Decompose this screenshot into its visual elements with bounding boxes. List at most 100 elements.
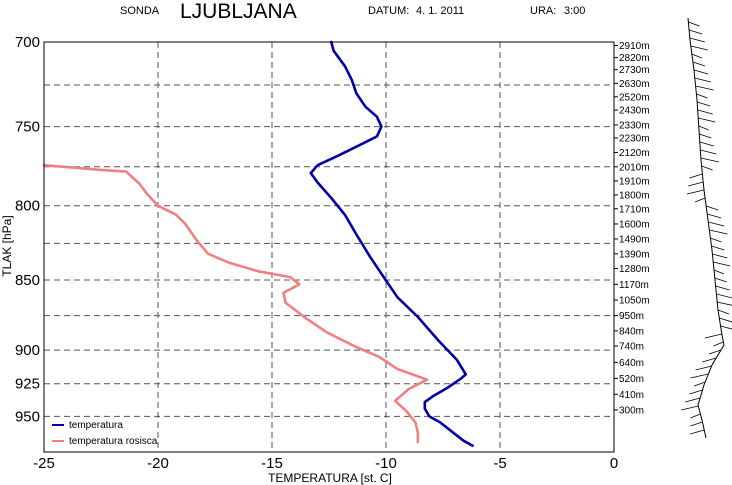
wind-barb <box>694 381 706 387</box>
wind-barb <box>714 277 727 283</box>
wind-barb <box>708 349 722 355</box>
wind-barb <box>689 389 703 395</box>
x-tick-label: -15 <box>261 455 283 472</box>
wind-barb <box>695 365 712 371</box>
x-axis-label: TEMPERATURA [st. C] <box>268 471 392 485</box>
header-label: SONDA <box>120 5 160 17</box>
wind-barb <box>717 309 730 315</box>
wind-barb <box>701 165 713 171</box>
altitude-label: 520m <box>619 374 644 385</box>
y-tick-label: 925 <box>15 376 40 393</box>
wind-barb <box>694 77 711 83</box>
altitude-label: 1710m <box>619 204 650 215</box>
wind-barb <box>693 69 709 75</box>
altitude-label: 1800m <box>619 190 650 201</box>
dewpoint-line <box>42 163 429 444</box>
y-tick-label: 850 <box>15 272 40 289</box>
wind-barb <box>694 197 706 203</box>
wind-barb <box>720 325 732 330</box>
wind-barb <box>691 53 703 59</box>
wind-barb <box>690 429 705 435</box>
time-label: URA: <box>530 5 556 17</box>
wind-barb <box>706 205 719 211</box>
y-axis-label: TLAK [hPa] <box>0 215 14 276</box>
altitude-label: 840m <box>619 326 644 337</box>
x-tick-label: 0 <box>610 455 618 472</box>
altitude-label: 2230m <box>619 133 650 144</box>
altitude-label: 2430m <box>619 106 650 117</box>
y-tick-label: 700 <box>15 34 40 51</box>
y-tick-label: 800 <box>15 198 40 215</box>
x-tick-label: -10 <box>375 455 397 472</box>
altitude-label: 640m <box>619 358 644 369</box>
altitude-label: 300m <box>619 405 644 416</box>
legend-label-temperatura-rosisca: temperatura rosisca <box>69 436 158 447</box>
wind-barb <box>697 101 711 107</box>
wind-barb <box>696 93 708 99</box>
wind-barb <box>689 173 703 179</box>
altitude-label: 1050m <box>619 296 650 307</box>
date-label: DATUM: <box>368 5 409 17</box>
altitude-label: 1490m <box>619 234 650 245</box>
wind-barb <box>690 373 709 379</box>
wind-barb <box>719 317 732 323</box>
wind-barb <box>709 229 728 235</box>
wind-barb <box>686 189 705 195</box>
plot-frame <box>43 41 615 453</box>
altitude-label: 2520m <box>619 92 650 103</box>
wind-barb <box>710 237 722 243</box>
altitude-label: 2910m <box>619 41 650 52</box>
x-tick-label: -5 <box>493 455 506 472</box>
y-tick-label: 950 <box>15 408 40 425</box>
altitude-label: 2330m <box>619 120 650 131</box>
wind-barb <box>688 181 704 187</box>
altitude-label: 2120m <box>619 148 650 159</box>
wind-barb <box>688 21 700 27</box>
legend-label-temperatura: temperatura <box>69 420 123 431</box>
wind-barb <box>713 261 731 267</box>
altitude-label: 410m <box>619 390 644 401</box>
altitude-label: 1170m <box>619 280 649 291</box>
wind-barb <box>712 253 728 259</box>
wind-barb <box>711 245 725 251</box>
wind-barb <box>707 213 722 219</box>
wind-barb <box>717 301 732 306</box>
data-series <box>42 40 474 448</box>
altitude-label: 1600m <box>619 219 650 230</box>
altitude-label: 740m <box>619 342 644 353</box>
wind-barb <box>715 285 730 291</box>
time-value: 3:00 <box>564 5 585 17</box>
wind-barb <box>690 413 701 419</box>
wind-barb <box>698 117 716 123</box>
altitude-label: 1280m <box>619 264 650 275</box>
y-tick-label: 750 <box>15 119 40 136</box>
wind-profile-line <box>687 17 725 439</box>
x-tick-label: -20 <box>147 455 169 472</box>
wind-barb <box>684 397 701 403</box>
wind-barb <box>690 45 708 51</box>
wind-barb <box>692 61 706 67</box>
date-value: 4. 1. 2011 <box>416 5 464 17</box>
wind-barb <box>697 109 713 115</box>
wind-barb <box>713 341 724 347</box>
altitude-label: 2630m <box>619 79 650 90</box>
wind-barb <box>698 125 709 131</box>
x-tick-label: -25 <box>33 455 55 472</box>
wind-profile-graphic <box>681 17 732 439</box>
wind-barb <box>708 221 725 227</box>
wind-barb <box>713 269 725 275</box>
wind-barb <box>689 37 705 43</box>
altitude-label: 1910m <box>619 176 650 187</box>
legend: temperatura temperatura rosisca <box>52 420 158 447</box>
altitude-label: 1390m <box>619 249 650 260</box>
wind-barb <box>702 357 717 363</box>
wind-barb <box>700 149 717 155</box>
altitude-label: 950m <box>619 311 644 322</box>
wind-barb <box>681 405 699 411</box>
wind-barb <box>695 85 714 91</box>
station-title: LJUBLJANA <box>180 0 297 23</box>
altitude-label: 2820m <box>619 53 650 64</box>
wind-barb <box>688 29 703 35</box>
